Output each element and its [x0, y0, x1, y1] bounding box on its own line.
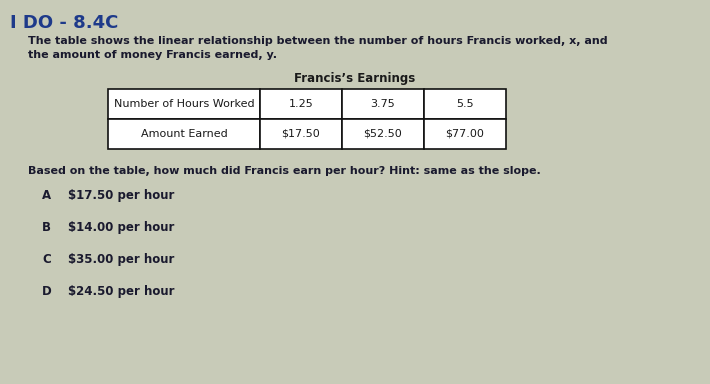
Text: Based on the table, how much did Francis earn per hour? Hint: same as the slope.: Based on the table, how much did Francis…	[28, 166, 541, 176]
Text: 1.25: 1.25	[289, 99, 313, 109]
Text: $52.50: $52.50	[364, 129, 403, 139]
Text: $17.50: $17.50	[282, 129, 320, 139]
Text: B: B	[42, 221, 51, 234]
Text: Francis’s Earnings: Francis’s Earnings	[295, 72, 415, 85]
Text: D: D	[42, 285, 52, 298]
Bar	[108, 119, 260, 149]
Bar	[260, 119, 342, 149]
Bar	[260, 89, 342, 119]
Text: the amount of money Francis earned, y.: the amount of money Francis earned, y.	[28, 50, 277, 60]
Text: 3.75: 3.75	[371, 99, 395, 109]
Text: $17.50 per hour: $17.50 per hour	[68, 189, 175, 202]
Text: C: C	[42, 253, 50, 266]
Text: The table shows the linear relationship between the number of hours Francis work: The table shows the linear relationship …	[28, 36, 608, 46]
Bar	[424, 119, 506, 149]
Bar	[342, 89, 424, 119]
Bar	[108, 89, 260, 119]
Text: $14.00 per hour: $14.00 per hour	[68, 221, 175, 234]
Text: A: A	[42, 189, 51, 202]
Text: $77.00: $77.00	[446, 129, 484, 139]
Text: $35.00 per hour: $35.00 per hour	[68, 253, 175, 266]
Text: I DO - 8.4C: I DO - 8.4C	[10, 14, 119, 32]
Text: Number of Hours Worked: Number of Hours Worked	[114, 99, 254, 109]
Text: Amount Earned: Amount Earned	[141, 129, 227, 139]
Text: $24.50 per hour: $24.50 per hour	[68, 285, 175, 298]
Bar	[424, 89, 506, 119]
Bar	[342, 119, 424, 149]
Text: 5.5: 5.5	[457, 99, 474, 109]
